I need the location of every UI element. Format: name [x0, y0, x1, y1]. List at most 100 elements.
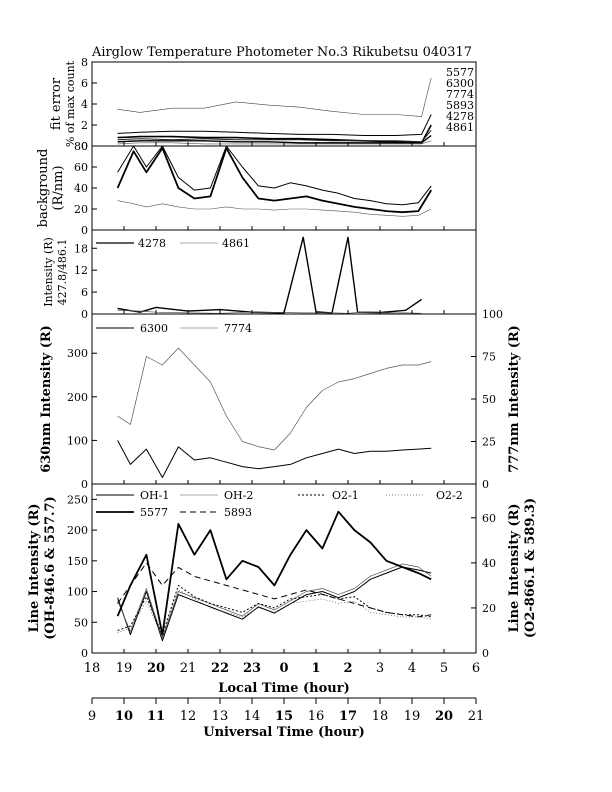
y-tick-label: 50 [74, 616, 88, 629]
y-tick-label: 2 [81, 119, 88, 132]
ut-tick-label: 17 [339, 709, 357, 724]
fit-legend-5577: 5577 [446, 66, 474, 79]
y-tick-label: 40 [74, 182, 88, 195]
fit-legend-4278: 4278 [446, 110, 474, 123]
local-time-tick-label: 6 [472, 661, 480, 676]
series-line-4861-p2 [117, 309, 422, 314]
line-ylabel-left-1: Line Intensity (R) [27, 503, 42, 632]
fit-legend-6300: 6300 [446, 77, 474, 90]
ut-tick-label: 14 [244, 709, 261, 724]
fit-legend-4861: 4861 [446, 121, 474, 134]
legend-oh1-label: OH-1 [140, 489, 169, 502]
p630-ylabel-left: 630nm Intensity (R) [39, 325, 54, 473]
y-tick-label: 100 [67, 434, 88, 447]
p630-ylabel-right: 777nm Intensity (R) [507, 325, 522, 473]
y-right-tick-label: 25 [482, 436, 496, 449]
y-tick-label: 18 [74, 242, 88, 255]
y-right-tick-label: 40 [482, 557, 496, 570]
y-tick-label: 12 [74, 264, 88, 277]
local-time-label: Local Time (hour) [218, 681, 350, 696]
series-line-7774-p0 [117, 77, 432, 117]
fit-legend-5893: 5893 [446, 99, 474, 112]
y-right-tick-label: 50 [482, 393, 496, 406]
local-time-tick-label: 18 [84, 661, 101, 676]
y-tick-label: 0 [81, 224, 88, 237]
y-tick-label: 300 [67, 347, 88, 360]
series-line-o2-1-p4 [117, 584, 432, 636]
y-tick-label: 4 [81, 98, 88, 111]
y-tick-label: 8 [81, 56, 88, 69]
y-right-tick-label: 75 [482, 351, 496, 364]
series-line-4278-p2 [117, 236, 422, 314]
local-time-tick-label: 5 [440, 661, 448, 676]
legend-o22-label: O2-2 [436, 489, 463, 502]
y-tick-label: 250 [67, 493, 88, 506]
local-time-tick-label: 1 [311, 661, 320, 676]
y-tick-label: 0 [81, 140, 88, 153]
local-time-tick-label: 21 [180, 661, 197, 676]
series-line-6300-p3 [117, 440, 432, 478]
legend-7774-label: 7774 [224, 322, 252, 335]
local-time-tick-label: 19 [116, 661, 133, 676]
fit-ylabel-1: fit error [49, 77, 64, 130]
fit-legend-7774: 7774 [446, 88, 474, 101]
ut-tick-label: 19 [404, 709, 421, 724]
legend-6300-label: 6300 [140, 322, 168, 335]
local-time-tick-label: 4 [408, 661, 416, 676]
bg-ylabel-1: background [36, 149, 51, 228]
series-line-6300-p0 [117, 114, 432, 136]
p427-ylabel-1: Intensity (R) [42, 237, 55, 307]
p427-ylabel-2: 427.8/486.1 [56, 239, 69, 306]
y-tick-label: 80 [74, 140, 88, 153]
ut-tick-label: 16 [308, 709, 325, 724]
local-time-tick-label: 2 [343, 661, 352, 676]
series-line-oh-2-p4 [117, 563, 432, 638]
ut-tick-label: 13 [212, 709, 229, 724]
local-time-tick-label: 3 [376, 661, 384, 676]
ut-tick-label: 12 [180, 709, 197, 724]
panel-background-frame [91, 145, 477, 231]
ut-tick-label: 11 [147, 709, 165, 724]
line-ylabel-left-2: (OH-846.6 & 557.7) [43, 496, 58, 640]
ut-tick-label: 20 [435, 709, 453, 724]
line-ylabel-right-2: (O2-866.1 & 589.3) [523, 498, 538, 638]
legend-4278-label: 4278 [138, 237, 166, 250]
y-right-tick-label: 0 [482, 647, 489, 660]
local-time-tick-label: 20 [147, 661, 165, 676]
series-line-bg-0-p1 [116, 147, 432, 214]
y-tick-label: 200 [67, 524, 88, 537]
ut-tick-label: 15 [275, 709, 293, 724]
local-time-tick-label: 0 [279, 661, 288, 676]
y-right-tick-label: 60 [482, 512, 496, 525]
y-tick-label: 100 [67, 586, 88, 599]
y-tick-label: 6 [81, 77, 88, 90]
local-time-tick-label: 22 [211, 661, 229, 676]
series-line-5577-p4 [116, 510, 432, 636]
ut-tick-label: 10 [115, 709, 133, 724]
y-right-tick-label: 100 [482, 308, 503, 321]
y-tick-label: 0 [81, 647, 88, 660]
y-right-tick-label: 0 [482, 478, 489, 491]
series-line-bg-2-p1 [117, 200, 432, 217]
y-tick-label: 150 [67, 555, 88, 568]
universal-time-label: Universal Time (hour) [203, 725, 365, 740]
y-tick-label: 200 [67, 391, 88, 404]
legend-5577-label: 5577 [140, 506, 168, 519]
fit-ylabel-2: % of max count [64, 60, 77, 147]
series-line-7774-p3 [117, 347, 432, 451]
bg-ylabel-2: (R/nm) [51, 165, 66, 210]
y-tick-label: 0 [81, 478, 88, 491]
y-tick-label: 6 [81, 286, 88, 299]
ut-tick-label: 18 [372, 709, 389, 724]
line-ylabel-right-1: Line Intensity (R) [507, 503, 522, 632]
panel-630-frame [91, 313, 477, 485]
local-time-tick-label: 23 [243, 661, 261, 676]
y-tick-label: 60 [74, 161, 88, 174]
legend-4861-label: 4861 [222, 237, 250, 250]
ut-tick-label: 9 [88, 709, 96, 724]
legend-o21-label: O2-1 [332, 489, 359, 502]
series-line-oh-1-p4 [117, 566, 432, 642]
series-line-5893-p4 [117, 562, 432, 618]
legend-5893-label: 5893 [224, 506, 252, 519]
